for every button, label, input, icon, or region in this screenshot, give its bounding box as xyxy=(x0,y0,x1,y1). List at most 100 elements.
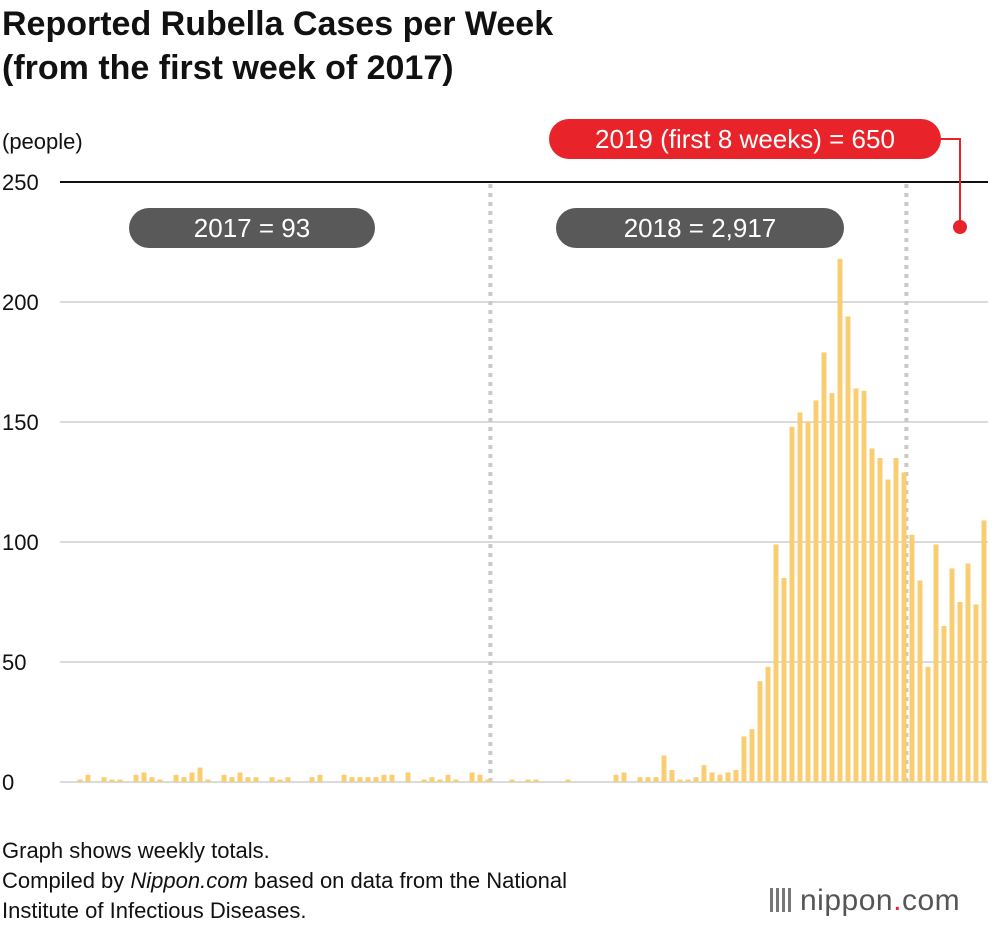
bar xyxy=(173,774,179,782)
bar xyxy=(637,777,643,782)
bar xyxy=(245,777,251,782)
bar xyxy=(133,774,139,782)
annotation-label-3: 2019 (first 8 weeks) = 650 xyxy=(595,124,895,154)
bar xyxy=(533,779,539,782)
bar xyxy=(309,777,315,782)
logo-dot: . xyxy=(893,884,902,917)
logo-bars-icon xyxy=(770,888,792,912)
bar xyxy=(197,767,203,782)
bar-chart: 0 50 100 150 200 250 (people) 2017 = 93 2018 =… xyxy=(2,119,988,795)
bar xyxy=(613,774,619,782)
chart-title: Reported Rubella Cases per Week (from th… xyxy=(2,2,902,90)
bar xyxy=(405,772,411,782)
bar xyxy=(253,777,259,782)
footnote: Graph shows weekly totals. Compiled by N… xyxy=(2,836,567,926)
y-axis-label: (people) xyxy=(2,129,83,154)
bar xyxy=(373,777,379,782)
bar xyxy=(781,578,787,782)
bar xyxy=(757,681,763,782)
y-tick-label: 200 xyxy=(2,290,39,315)
bar xyxy=(317,774,323,782)
bar xyxy=(805,422,811,782)
bar xyxy=(477,774,483,782)
bar xyxy=(645,777,651,782)
bar xyxy=(773,544,779,782)
bar xyxy=(845,316,851,782)
bar xyxy=(901,472,907,782)
y-tick-label: 150 xyxy=(2,410,39,435)
bar xyxy=(829,393,835,782)
bar xyxy=(117,779,123,782)
bar xyxy=(653,777,659,782)
bar xyxy=(237,772,243,782)
bar xyxy=(837,258,843,782)
bar xyxy=(981,520,987,782)
bar xyxy=(693,777,699,782)
y-tick-label: 50 xyxy=(2,650,26,675)
bar xyxy=(141,772,147,782)
y-tick-label: 250 xyxy=(2,170,39,195)
bar xyxy=(685,779,691,782)
bar xyxy=(765,666,771,782)
bar xyxy=(205,779,211,782)
annotation-marker-dot xyxy=(953,220,967,234)
title-line-1: Reported Rubella Cases per Week xyxy=(2,5,554,43)
bar xyxy=(181,777,187,782)
bar xyxy=(853,388,859,782)
bar xyxy=(341,774,347,782)
bar xyxy=(869,448,875,782)
bar xyxy=(101,777,107,782)
bar xyxy=(701,765,707,782)
bar xyxy=(445,774,451,782)
logo-name: nippon xyxy=(800,884,894,917)
bar xyxy=(285,777,291,782)
bar xyxy=(77,779,83,782)
logo-tld: com xyxy=(901,884,961,917)
footnote-line-1: Graph shows weekly totals. xyxy=(2,838,270,863)
bar xyxy=(221,774,227,782)
bar xyxy=(381,774,387,782)
footnote-line-2: Compiled by Nippon.com based on data fro… xyxy=(2,868,567,893)
bar xyxy=(149,777,155,782)
bar xyxy=(669,770,675,782)
annotation-pill-3 xyxy=(549,119,941,159)
annotation-pill-1 xyxy=(129,208,375,248)
bar xyxy=(925,666,931,782)
bar xyxy=(357,777,363,782)
title-line-2: (from the first week of 2017) xyxy=(2,49,454,87)
bar xyxy=(741,736,747,782)
nippon-logo: nippon.com xyxy=(770,884,960,918)
bar xyxy=(229,777,235,782)
bar xyxy=(813,400,819,782)
bar xyxy=(973,604,979,782)
bar xyxy=(189,772,195,782)
bar xyxy=(965,563,971,782)
bar xyxy=(941,626,947,782)
bar xyxy=(861,390,867,782)
y-tick-label: 0 xyxy=(2,770,14,795)
bar xyxy=(885,479,891,782)
bar xyxy=(437,779,443,782)
bar xyxy=(733,770,739,782)
bar xyxy=(621,772,627,782)
bar xyxy=(893,458,899,782)
bar xyxy=(277,779,283,782)
bar xyxy=(877,458,883,782)
bar xyxy=(85,774,91,782)
bar xyxy=(485,779,491,782)
bar xyxy=(349,777,355,782)
bar xyxy=(677,779,683,782)
annotation-label-1: 2017 = 93 xyxy=(194,213,310,243)
bar xyxy=(709,772,715,782)
bar xyxy=(749,729,755,782)
bar xyxy=(789,426,795,782)
annotation-label-2: 2018 = 2,917 xyxy=(624,213,777,243)
y-tick-label: 100 xyxy=(2,530,39,555)
bar xyxy=(933,544,939,782)
bar xyxy=(469,772,475,782)
bar xyxy=(725,772,731,782)
bar xyxy=(917,580,923,782)
bar xyxy=(365,777,371,782)
bar xyxy=(157,779,163,782)
y-axis: 0 50 100 150 200 250 xyxy=(2,170,39,795)
